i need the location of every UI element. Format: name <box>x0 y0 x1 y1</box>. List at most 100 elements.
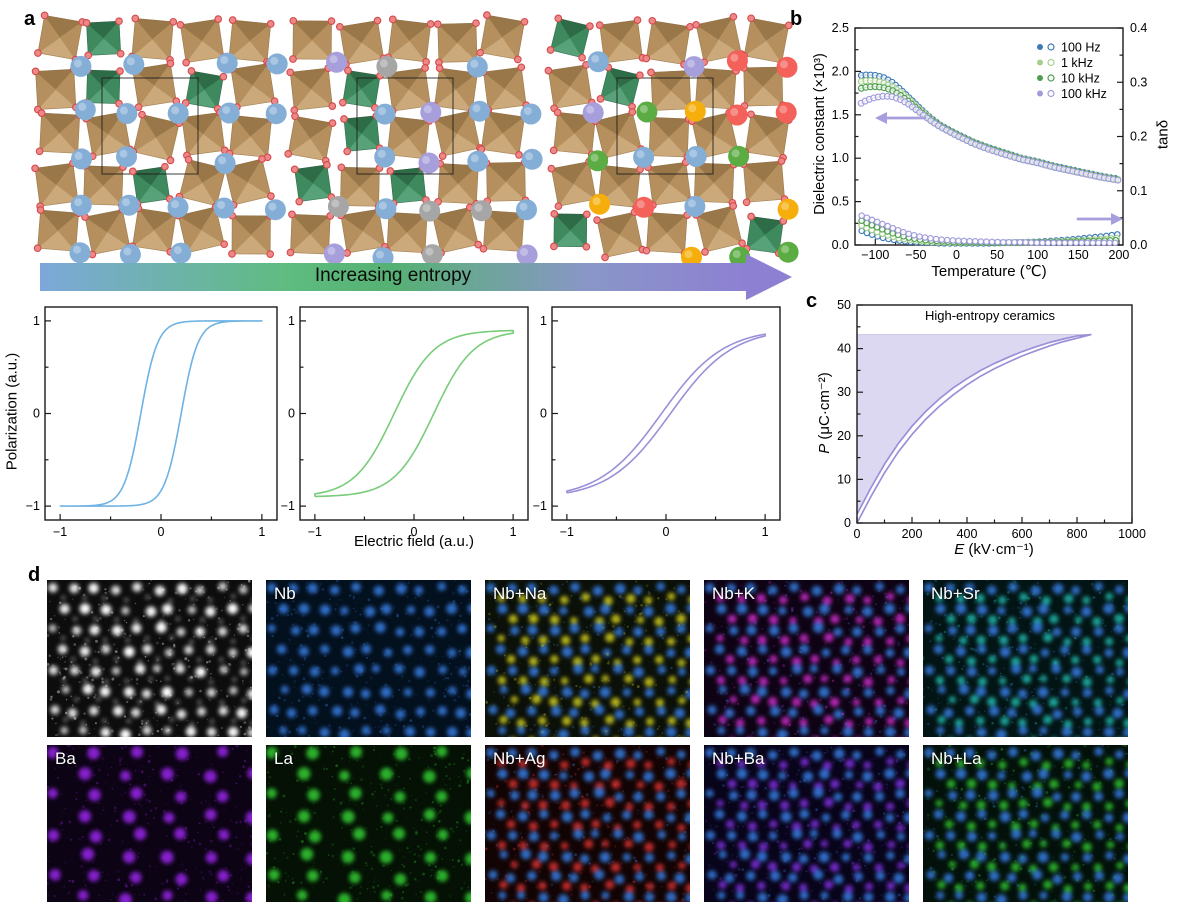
eds-map-label: La <box>274 749 293 768</box>
electric-field-axis-label: Electric field (a.u.) <box>353 533 475 550</box>
svg-text:200: 200 <box>902 527 923 541</box>
eds-map-label: Nb+Ba <box>712 749 765 768</box>
eds-map-nb-la: Nb+La <box>923 745 1128 902</box>
pe-energy-chart: 0 200 400 600 800 1000 0 10 20 30 40 50 <box>837 298 1146 541</box>
eds-map-nb-na: Nb+Na <box>485 580 690 737</box>
svg-text:400: 400 <box>957 527 978 541</box>
svg-text:100 Hz: 100 Hz <box>1061 41 1101 55</box>
svg-text:1.0: 1.0 <box>832 151 849 165</box>
svg-text:100: 100 <box>1027 248 1048 262</box>
svg-text:0: 0 <box>854 527 861 541</box>
tand-axis-label: tanδ <box>1154 119 1172 150</box>
entropy-arrow-head <box>746 254 792 300</box>
e-axis-units: (kV·cm⁻¹) <box>964 541 1034 558</box>
eds-map-nb: Nb <box>266 580 471 737</box>
p-axis-units: (μC·cm⁻²) <box>816 372 833 444</box>
eds-map-label: Ba <box>55 749 76 768</box>
svg-text:0: 0 <box>411 525 418 539</box>
svg-text:0: 0 <box>33 407 40 421</box>
entropy-arrow: Increasing entropy <box>40 254 792 300</box>
haadf-stem-image <box>47 580 252 737</box>
crystal-structure-high-entropy <box>544 12 799 268</box>
svg-text:1: 1 <box>540 314 547 328</box>
svg-text:−1: −1 <box>281 499 295 513</box>
svg-text:−100: −100 <box>861 248 889 262</box>
svg-text:0.2: 0.2 <box>1130 130 1147 144</box>
panel-label-c: c <box>806 290 818 312</box>
svg-text:0.0: 0.0 <box>832 238 849 252</box>
panel-label-a: a <box>24 8 36 30</box>
svg-text:1: 1 <box>288 314 295 328</box>
panel-label-b: b <box>790 8 803 30</box>
e-axis-variable: E <box>954 541 965 558</box>
pe-loop-chart-relaxor: −1 0 1 −1 0 1 <box>281 306 529 539</box>
svg-text:1: 1 <box>33 314 40 328</box>
svg-text:1: 1 <box>762 525 769 539</box>
svg-text:−50: −50 <box>905 248 926 262</box>
svg-text:1.5: 1.5 <box>832 108 849 122</box>
panel-label-d: d <box>28 564 41 586</box>
svg-text:600: 600 <box>1012 527 1033 541</box>
svg-text:20: 20 <box>837 429 851 443</box>
svg-text:0: 0 <box>288 407 295 421</box>
dielectric-chart: −100 −50 0 50 100 150 2000.00.51.01.52.02.50.0… <box>832 21 1148 262</box>
svg-text:−1: −1 <box>53 525 67 539</box>
eds-map-label: Nb+Ag <box>493 749 546 768</box>
svg-text:0: 0 <box>953 248 960 262</box>
crystal-structure-medium-entropy <box>284 11 543 269</box>
svg-text:2.5: 2.5 <box>832 21 849 35</box>
pe-loop-chart-ferroelectric: −1 0 1 −1 0 1 <box>26 306 278 539</box>
svg-text:0: 0 <box>663 525 670 539</box>
svg-text:40: 40 <box>837 342 851 356</box>
svg-text:−1: −1 <box>308 525 322 539</box>
eds-map-nb-k: Nb+K <box>704 580 909 737</box>
e-axis-label: E (kV·cm⁻¹) <box>894 540 1094 558</box>
svg-text:50: 50 <box>990 248 1004 262</box>
svg-text:0: 0 <box>844 516 851 530</box>
eds-map-la: La <box>266 745 471 902</box>
svg-text:1 kHz: 1 kHz <box>1061 56 1093 70</box>
eds-map-label: Nb+La <box>931 749 982 768</box>
eds-map-label: Nb+K <box>712 584 755 603</box>
svg-text:10: 10 <box>837 472 851 486</box>
svg-text:800: 800 <box>1067 527 1088 541</box>
svg-text:0.3: 0.3 <box>1130 75 1147 89</box>
entropy-arrow-body <box>40 263 746 291</box>
svg-text:150: 150 <box>1068 248 1089 262</box>
high-entropy-annotation: High-entropy ceramics <box>924 308 1056 323</box>
svg-text:−1: −1 <box>26 499 40 513</box>
crystal-structure-low-entropy <box>31 11 288 265</box>
svg-text:1: 1 <box>510 525 517 539</box>
eds-map-label: Nb <box>274 584 296 603</box>
entropy-arrow-label: Increasing entropy <box>314 265 472 286</box>
svg-text:50: 50 <box>837 298 851 312</box>
eds-map-label: Nb+Na <box>493 584 547 603</box>
svg-text:−1: −1 <box>533 499 547 513</box>
svg-text:1: 1 <box>258 525 265 539</box>
dielectric-axis-label: Dielectric constant (×10³) <box>812 53 828 215</box>
eds-map-nb-ag: Nb+Ag <box>485 745 690 902</box>
p-axis-label: P (μC·cm⁻²) <box>815 323 833 503</box>
eds-map-nb-ba: Nb+Ba <box>704 745 909 902</box>
svg-text:200: 200 <box>1109 248 1130 262</box>
svg-text:0.1: 0.1 <box>1130 184 1147 198</box>
svg-text:1000: 1000 <box>1118 527 1146 541</box>
eds-map-label: Nb+Sr <box>931 584 980 603</box>
p-axis-variable: P <box>816 443 833 454</box>
eds-map-ba: Ba <box>47 745 252 902</box>
temperature-axis-label: Temperature (℃) <box>931 263 1047 280</box>
svg-text:100 kHz: 100 kHz <box>1061 87 1107 101</box>
eds-map-nb-sr: Nb+Sr <box>923 580 1128 737</box>
svg-text:−1: −1 <box>560 525 574 539</box>
svg-text:2.0: 2.0 <box>832 64 849 78</box>
svg-text:0.4: 0.4 <box>1130 21 1147 35</box>
svg-text:10 kHz: 10 kHz <box>1061 72 1100 86</box>
svg-text:0: 0 <box>158 525 165 539</box>
svg-text:30: 30 <box>837 385 851 399</box>
svg-text:0: 0 <box>540 407 547 421</box>
svg-text:0.5: 0.5 <box>832 195 849 209</box>
pe-loop-chart-slim: −1 0 1 −1 0 1 <box>533 306 781 539</box>
polarization-axis-label: Polarization (a.u.) <box>3 352 21 471</box>
svg-text:0.0: 0.0 <box>1130 238 1147 252</box>
